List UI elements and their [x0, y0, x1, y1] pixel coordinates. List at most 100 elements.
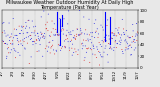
- Point: [64, 47, 66, 48]
- Point: [2, 41, 5, 42]
- Point: [78, 34, 81, 36]
- Point: [114, 40, 117, 41]
- Point: [39, 44, 41, 45]
- Point: [76, 29, 79, 30]
- Point: [3, 30, 5, 32]
- Point: [130, 54, 132, 55]
- Point: [17, 41, 20, 43]
- Point: [98, 64, 101, 66]
- Point: [52, 40, 54, 41]
- Point: [103, 52, 105, 53]
- Point: [28, 63, 31, 64]
- Point: [72, 37, 75, 38]
- Point: [115, 35, 118, 37]
- Point: [58, 34, 60, 35]
- Point: [123, 34, 125, 35]
- Point: [85, 40, 87, 41]
- Point: [1, 23, 4, 24]
- Point: [108, 48, 111, 49]
- Point: [75, 36, 78, 37]
- Point: [47, 46, 50, 48]
- Point: [62, 29, 65, 31]
- Point: [94, 32, 97, 33]
- Point: [51, 45, 54, 46]
- Point: [113, 47, 115, 48]
- Point: [93, 23, 96, 24]
- Point: [68, 32, 70, 33]
- Point: [14, 35, 16, 36]
- Point: [43, 38, 45, 39]
- Point: [17, 52, 19, 53]
- Point: [65, 34, 68, 36]
- Point: [97, 37, 99, 38]
- Point: [109, 46, 112, 48]
- Point: [20, 25, 23, 27]
- Point: [80, 30, 82, 31]
- Point: [50, 46, 53, 47]
- Point: [94, 19, 97, 21]
- Point: [15, 29, 18, 30]
- Point: [130, 54, 132, 56]
- Point: [15, 50, 17, 52]
- Point: [0, 33, 3, 35]
- Point: [80, 43, 83, 45]
- Point: [40, 34, 43, 35]
- Point: [21, 45, 24, 46]
- Point: [37, 33, 39, 34]
- Point: [60, 48, 63, 49]
- Point: [24, 27, 27, 29]
- Point: [71, 48, 73, 49]
- Point: [92, 46, 95, 47]
- Point: [119, 37, 122, 39]
- Point: [105, 34, 108, 36]
- Point: [11, 43, 13, 45]
- Point: [46, 45, 48, 47]
- Point: [50, 31, 53, 33]
- Point: [19, 33, 22, 34]
- Point: [66, 38, 69, 39]
- Point: [38, 50, 40, 52]
- Point: [17, 44, 20, 45]
- Point: [66, 30, 68, 31]
- Point: [64, 46, 67, 48]
- Point: [117, 32, 120, 34]
- Point: [135, 23, 138, 24]
- Point: [62, 33, 64, 35]
- Point: [26, 32, 28, 33]
- Point: [9, 52, 12, 54]
- Point: [19, 55, 21, 56]
- Point: [56, 31, 58, 33]
- Point: [87, 40, 90, 42]
- Point: [18, 33, 21, 34]
- Point: [67, 10, 70, 12]
- Point: [4, 32, 6, 34]
- Point: [32, 44, 34, 45]
- Point: [73, 37, 75, 39]
- Point: [99, 54, 102, 56]
- Point: [127, 46, 130, 47]
- Point: [115, 47, 118, 48]
- Point: [34, 26, 37, 27]
- Point: [43, 10, 45, 12]
- Point: [121, 19, 124, 20]
- Point: [85, 48, 88, 49]
- Point: [122, 28, 125, 30]
- Point: [57, 44, 60, 45]
- Point: [41, 56, 44, 57]
- Point: [6, 56, 8, 57]
- Point: [23, 41, 25, 42]
- Point: [130, 47, 133, 48]
- Point: [18, 25, 20, 27]
- Point: [133, 39, 136, 40]
- Point: [39, 37, 42, 39]
- Point: [133, 49, 136, 51]
- Point: [55, 29, 57, 30]
- Point: [116, 43, 119, 44]
- Point: [16, 38, 19, 39]
- Point: [32, 26, 35, 27]
- Point: [110, 37, 113, 39]
- Point: [59, 32, 62, 34]
- Point: [4, 43, 7, 44]
- Point: [78, 34, 80, 36]
- Point: [7, 52, 10, 54]
